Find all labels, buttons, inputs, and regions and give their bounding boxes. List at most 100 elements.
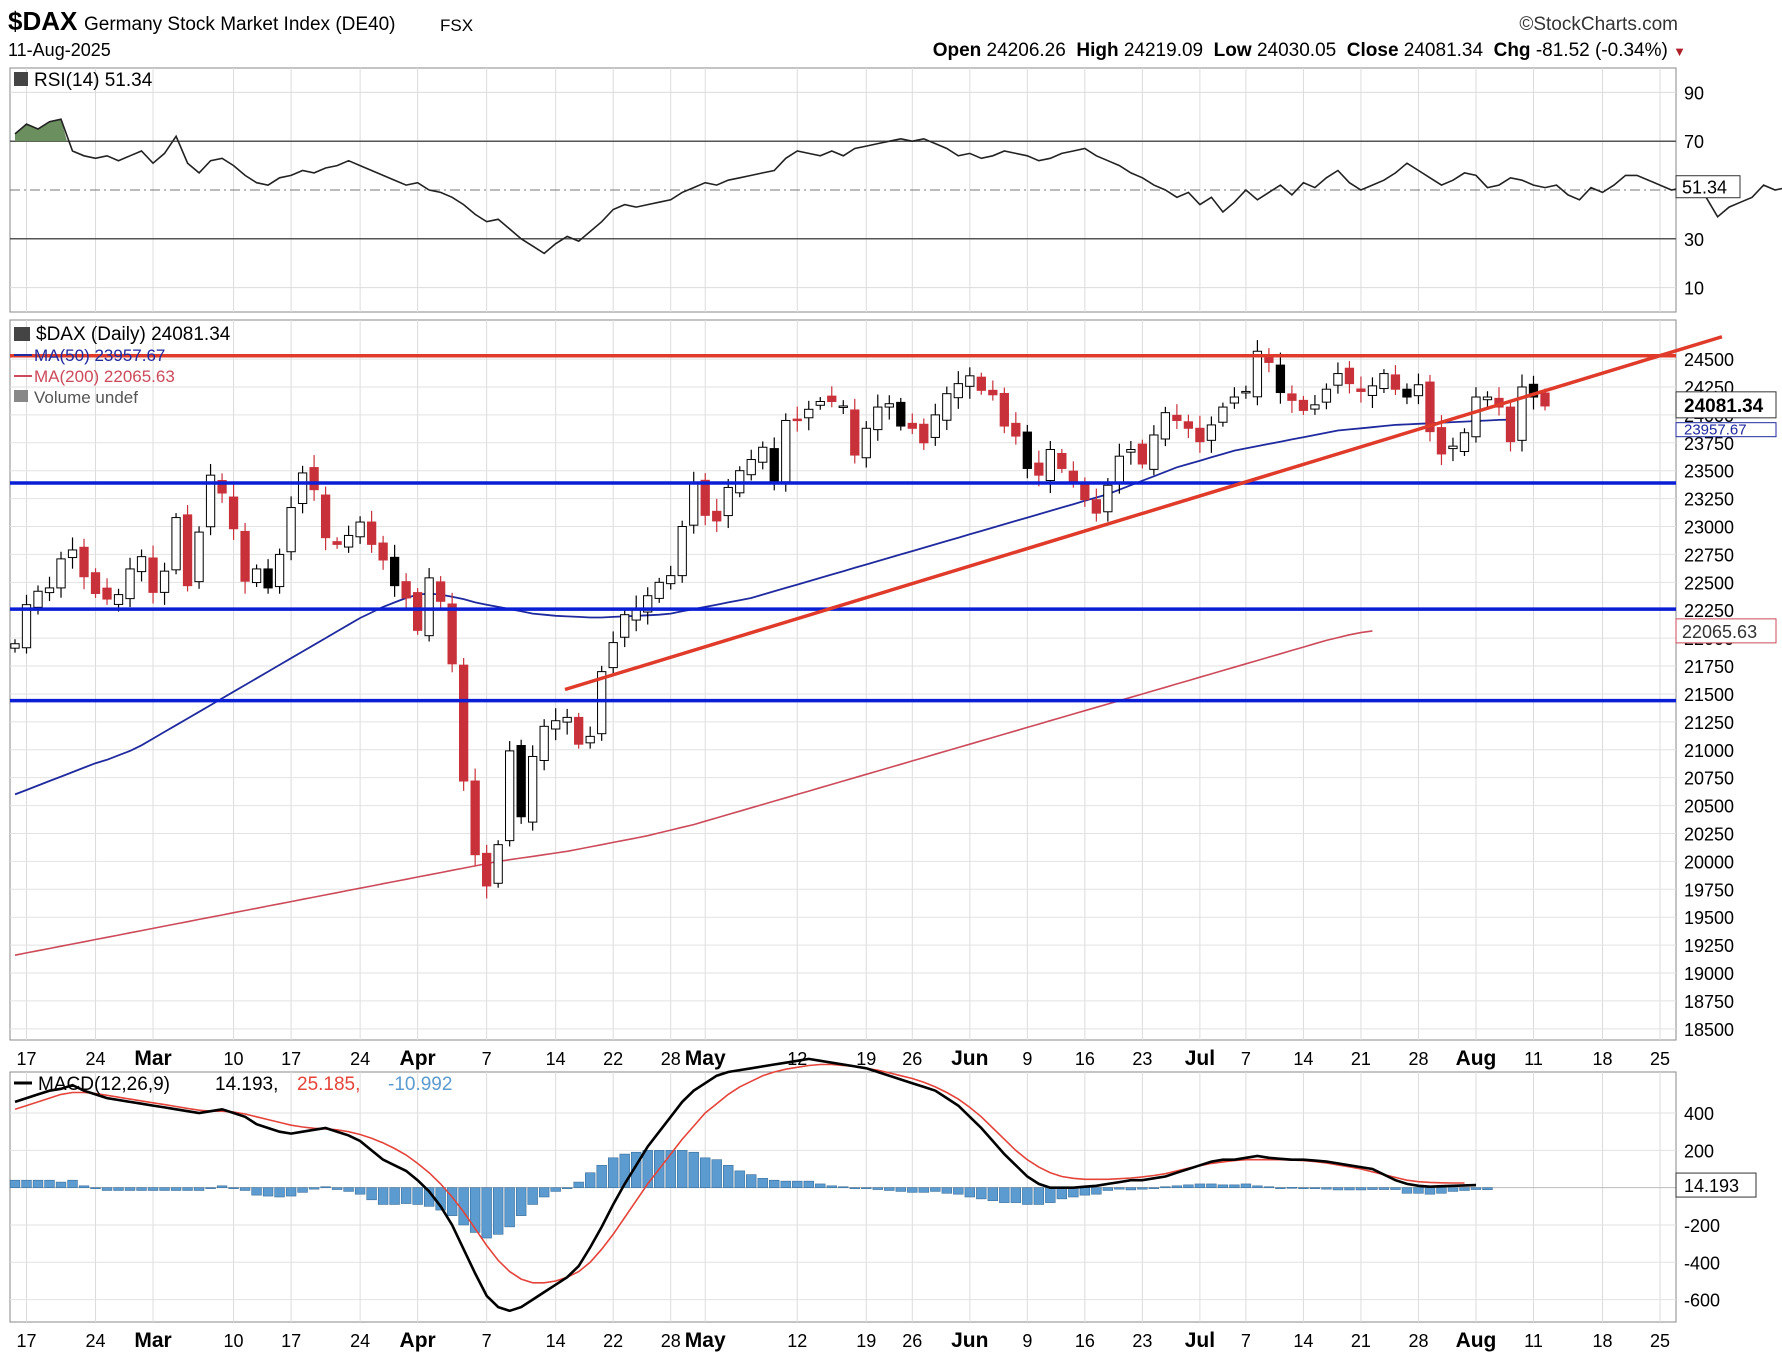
x-tick-label: May: [685, 1047, 726, 1070]
candle-body: [1298, 399, 1309, 411]
macd-histogram-bar: [216, 1185, 228, 1188]
x-tick-label: 9: [1022, 1331, 1032, 1351]
x-tick-label: 22: [603, 1331, 623, 1351]
price-y-tick: 20500: [1684, 797, 1734, 817]
price-y-tick: 22500: [1684, 573, 1734, 593]
price-y-tick: 19500: [1684, 908, 1734, 928]
macd-y-tick: 400: [1684, 1104, 1714, 1124]
candle-body: [873, 406, 883, 431]
macd-histogram-bar: [780, 1180, 791, 1188]
macd-histogram-bar: [504, 1187, 515, 1228]
macd-y-tick: 200: [1684, 1141, 1714, 1161]
x-tick-label: 25: [1650, 1049, 1670, 1069]
macd-histogram-bar: [55, 1181, 67, 1188]
candle-body: [1540, 392, 1550, 407]
candle-body: [723, 486, 733, 517]
candle-body: [79, 546, 89, 578]
x-tick-label: 7: [482, 1049, 492, 1069]
macd-histogram-bar: [78, 1185, 90, 1188]
x-tick-label: 14: [1293, 1331, 1313, 1351]
candle-body: [1206, 424, 1217, 441]
candle-body: [447, 603, 457, 665]
x-tick-label: 28: [1408, 1049, 1428, 1069]
high-label: High: [1076, 40, 1119, 61]
macd-histogram-bar: [1102, 1187, 1114, 1191]
macd-histogram-bar: [147, 1187, 159, 1191]
macd-histogram-bar: [182, 1187, 193, 1191]
price-y-tick: 18500: [1684, 1020, 1734, 1040]
candle-body: [240, 530, 250, 582]
candle-body: [1149, 434, 1159, 470]
price-y-tick: 19750: [1684, 880, 1734, 900]
rsi-line: [14, 118, 1782, 255]
candle-body: [1367, 385, 1378, 396]
macd-histogram-bar: [734, 1170, 745, 1188]
chg-label: Chg: [1493, 40, 1531, 61]
candle-body: [976, 376, 986, 391]
candle-body: [1402, 388, 1412, 398]
price-legend-icon: [14, 327, 30, 341]
macd-histogram-bar: [1424, 1187, 1436, 1195]
macd-histogram-bar: [1459, 1187, 1470, 1191]
candle-body: [182, 514, 193, 587]
candle-body: [861, 427, 871, 459]
rsi-y-tick: 30: [1684, 230, 1704, 250]
macd-histogram-bar: [1183, 1184, 1194, 1188]
macd-histogram-bar: [446, 1187, 458, 1216]
macd-histogram-bar: [1033, 1187, 1045, 1205]
macd-histogram-bar: [1436, 1187, 1447, 1194]
x-tick-label: 23: [1132, 1049, 1152, 1069]
candle-body: [343, 534, 354, 548]
macd-value-box: [1675, 1172, 1757, 1198]
macd-histogram-bar: [550, 1187, 561, 1192]
x-tick-label: 7: [1241, 1049, 1251, 1069]
candle-body: [551, 720, 561, 730]
candle-body: [1195, 427, 1205, 443]
candle-body: [585, 735, 595, 744]
macd-histogram-bar: [1137, 1187, 1148, 1190]
x-tick-label: Jul: [1185, 1329, 1215, 1352]
price-y-tick: 22750: [1684, 545, 1734, 565]
macd-histogram-bar: [976, 1187, 987, 1200]
x-tick-label: 21: [1351, 1331, 1371, 1351]
x-tick-label: 28: [661, 1049, 681, 1069]
macd-histogram-bar: [1056, 1187, 1068, 1200]
macd-histogram-bar: [677, 1150, 688, 1188]
macd-histogram-bar: [930, 1187, 941, 1192]
macd-histogram-bar: [861, 1187, 872, 1189]
x-tick-label: 28: [1408, 1331, 1428, 1351]
rsi-legend: RSI(14) 51.34: [34, 70, 153, 91]
macd-histogram-bar: [320, 1186, 331, 1189]
stockcharts-logo[interactable]: ©StockCharts.com: [1519, 14, 1678, 35]
chg-value: -81.52 (-0.34%): [1535, 40, 1668, 61]
candle-body: [1091, 499, 1101, 514]
macd-histogram-bar: [1263, 1186, 1275, 1189]
candle-body: [1022, 431, 1032, 469]
macd-y-tick: -200: [1684, 1216, 1720, 1236]
candle-body: [988, 389, 998, 396]
macd-histogram-bar: [90, 1187, 101, 1189]
x-tick-label: Aug: [1456, 1047, 1497, 1070]
x-tick-label: Mar: [134, 1329, 171, 1352]
x-tick-label: 21: [1351, 1049, 1371, 1069]
macd-histogram-bar: [274, 1187, 285, 1198]
macd-histogram-bar: [1332, 1187, 1344, 1191]
price-y-tick: 23750: [1684, 434, 1734, 454]
macd-histogram-bar: [918, 1187, 929, 1193]
price-current-value: 24081.34: [1684, 396, 1764, 417]
rsi-y-tick: 10: [1684, 279, 1704, 299]
candle-body: [56, 558, 66, 589]
macd-histogram-bar: [1447, 1187, 1459, 1192]
x-tick-label: Apr: [400, 1047, 436, 1070]
candle-body: [1471, 396, 1481, 438]
candle-body: [309, 467, 319, 491]
candle-body: [21, 604, 32, 649]
candle-body: [1126, 448, 1136, 453]
macd-histogram-bar: [1160, 1186, 1171, 1189]
x-tick-label: 24: [350, 1049, 370, 1069]
macd-histogram-bar: [515, 1187, 527, 1216]
candle-body: [516, 745, 526, 818]
macd-histogram-bar: [561, 1187, 573, 1189]
candle-body: [136, 556, 147, 573]
candle-body: [539, 725, 549, 761]
